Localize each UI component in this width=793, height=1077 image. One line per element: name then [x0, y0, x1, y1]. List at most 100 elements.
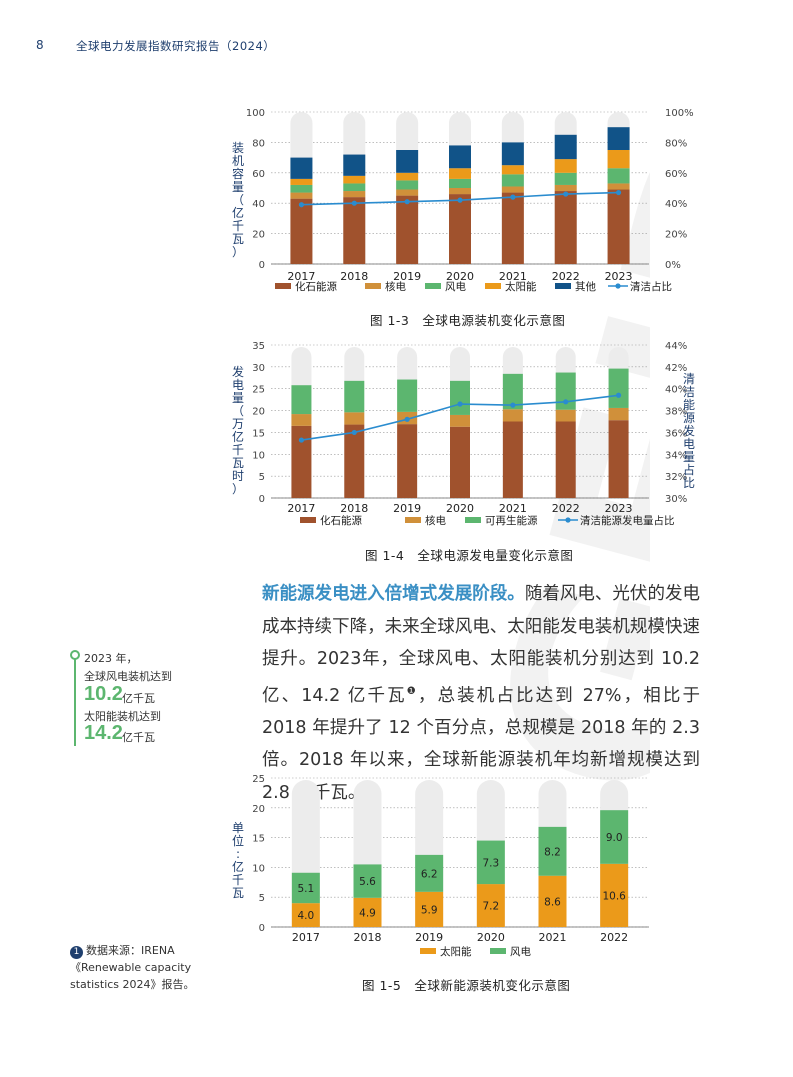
bar-segment	[554, 172, 577, 185]
ylabel-char: 瓦	[231, 232, 244, 246]
bar-segment	[501, 142, 524, 166]
bar-segment	[291, 872, 320, 904]
bar-segment	[396, 189, 419, 196]
bar-segment	[502, 409, 523, 422]
bar-segment	[608, 420, 629, 498]
y-tick-label: 40	[252, 199, 265, 210]
bar-segment	[554, 184, 577, 192]
chart-1-5-ylabel: 单位:亿千瓦	[231, 822, 245, 900]
legend-label: 风电	[510, 945, 531, 958]
paragraph-text-a: 随着风电、光伏的发电成本持续下降，未来全球风电、太阳能发电装机规模快速提升。20…	[262, 584, 700, 706]
bar-segment	[607, 183, 630, 190]
bar-segment	[607, 150, 630, 169]
bar-segment	[538, 826, 567, 876]
y-tick-label: 0	[259, 494, 265, 505]
chart-1-5-caption: 图 1-5 全球新能源装机变化示意图	[362, 978, 571, 993]
legend-label: 核电	[425, 514, 446, 527]
bar-segment	[415, 854, 444, 892]
y2-tick-label: 44%	[665, 341, 687, 352]
chart-1-4-caption: 图 1-4 全球电源发电量变化示意图	[365, 548, 574, 563]
line-point	[510, 402, 516, 408]
ylabel-char: 千	[231, 873, 244, 887]
bar-segment	[501, 186, 524, 193]
ylabel-char: 瓦	[231, 886, 244, 900]
line-point	[457, 401, 463, 407]
ylabel-char: 能	[682, 398, 695, 412]
x-tick-label: 2018	[354, 931, 382, 944]
y-tick-label: 10	[252, 863, 265, 874]
legend-swatch	[300, 517, 316, 523]
x-tick-label: 2022	[552, 502, 580, 515]
y2-tick-label: 36%	[665, 428, 687, 439]
legend-swatch	[465, 517, 481, 523]
sidebar-line1: 2023 年，	[84, 652, 138, 665]
legend-swatch	[425, 283, 441, 289]
y2-tick-label: 100%	[665, 108, 694, 119]
x-tick-label: 2021	[539, 931, 567, 944]
ylabel-char: 时	[231, 469, 244, 483]
ylabel-char: 源	[682, 411, 695, 425]
ylabel-char: :	[235, 847, 241, 861]
bar-segment	[291, 385, 312, 415]
ylabel-char: 单	[231, 821, 244, 835]
x-tick-label: 2020	[446, 270, 474, 283]
line-point	[563, 399, 569, 405]
bar-segment	[449, 145, 471, 169]
ylabel-char: 亿	[231, 860, 244, 874]
ylabel-char: 装	[231, 141, 244, 155]
legend-label: 太阳能	[440, 945, 472, 958]
y-tick-label: 0	[259, 260, 265, 271]
x-tick-label: 2017	[287, 270, 315, 283]
footnote-text1: 数据来源：IRENA	[86, 944, 175, 957]
ylabel-char: 清	[682, 372, 695, 386]
y2-tick-label: 20%	[665, 230, 687, 241]
sidebar-callout: 2023 年， 全球风电装机达到 10.2 亿千瓦 太阳能装机达到 14.2 亿…	[70, 648, 205, 748]
bar-segment	[608, 368, 629, 408]
ylabel-char: 量	[231, 391, 244, 405]
line-point	[510, 194, 516, 200]
legend-label: 化石能源	[320, 514, 362, 527]
y-tick-label: 30	[252, 363, 265, 374]
bar-segment	[353, 897, 382, 927]
running-header-title: 全球电力发展指数研究报告（2024）	[76, 39, 276, 53]
bar-segment	[449, 188, 471, 195]
ylabel-char: 洁	[682, 385, 695, 399]
bar-segment	[396, 172, 419, 181]
chart-1-4-ylabel-left: 发电量（万亿千瓦时）	[231, 366, 245, 496]
line-point	[351, 429, 357, 436]
bar-segment	[291, 903, 320, 927]
ylabel-char: 发	[682, 424, 695, 438]
y-tick-label: 20	[252, 230, 265, 241]
y-tick-label: 5	[259, 472, 265, 483]
y2-tick-label: 40%	[665, 385, 687, 396]
bar-segment	[607, 189, 630, 264]
bar-segment	[290, 178, 313, 185]
y2-tick-label: 38%	[665, 407, 687, 418]
x-tick-label: 2022	[552, 270, 580, 283]
bar-segment	[449, 178, 471, 188]
bar-segment	[476, 884, 505, 927]
bar-segment	[396, 150, 419, 173]
bar-value-label: 9.0	[606, 832, 623, 844]
y-tick-label: 20	[252, 804, 265, 815]
paragraph-text-b: ，总装机占比达到 27%，相比于 2018 年提升了 12 个百分点，总规模是 …	[262, 685, 700, 803]
line-point	[457, 197, 463, 203]
bar-segment	[501, 165, 524, 175]
sidebar-dot	[70, 650, 80, 660]
y2-tick-label: 32%	[665, 472, 687, 483]
bar-segment	[343, 191, 366, 198]
y2-tick-label: 40%	[665, 199, 687, 210]
ylabel-char: 千	[231, 219, 244, 233]
ylabel-char: 量	[682, 450, 695, 464]
chart-1-3: 0 20 40 60 80 100 0% 20% 40% 60% 80% 100% 2017 2018 20…	[246, 108, 694, 293]
ylabel-char: 占	[682, 463, 695, 477]
chart-1-3-caption: 图 1-3 全球电源装机变化示意图	[370, 313, 566, 328]
ylabel-char: 万	[231, 417, 244, 431]
bar-value-label: 5.1	[297, 883, 314, 895]
ylabel-char: 比	[682, 476, 695, 490]
page-number: 8	[36, 38, 44, 52]
bar-segment	[343, 197, 366, 264]
y2-tick-label: 34%	[665, 450, 687, 461]
bar-segment	[608, 407, 629, 421]
bar-segment	[449, 168, 471, 179]
